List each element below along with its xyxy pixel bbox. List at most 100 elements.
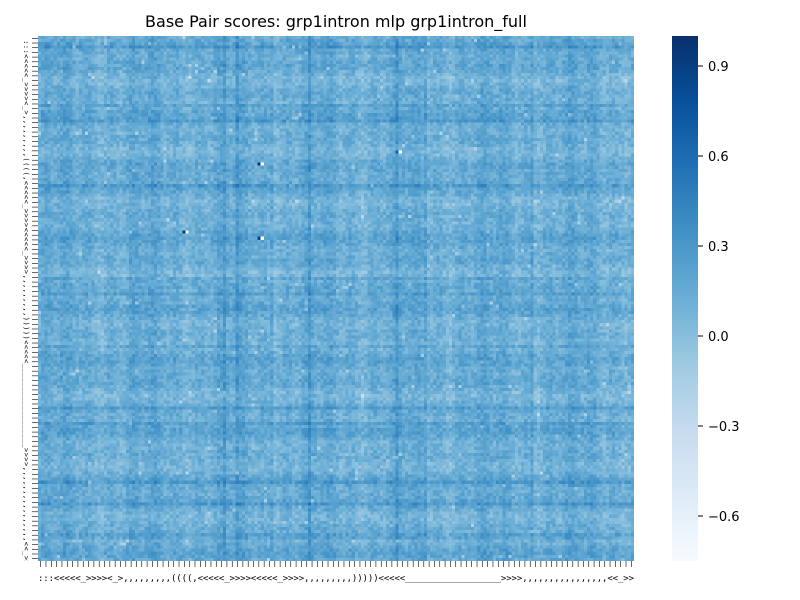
x-tick-label: , [304, 574, 309, 584]
y-tick-label: > [22, 214, 30, 218]
x-tick-label: , [155, 574, 160, 584]
y-tick-label: < [22, 546, 30, 550]
y-tick-label: , [22, 514, 30, 518]
y-tick-label: , [22, 532, 30, 536]
x-tick-label: , [134, 574, 139, 584]
x-tick-label: , [597, 574, 602, 584]
y-tick-label: _ [22, 439, 30, 444]
colorbar-tick-label: 0.3 [708, 240, 729, 255]
x-tick-label: > [623, 574, 629, 584]
y-tick-label: , [22, 275, 30, 279]
x-tick-label: _ [490, 574, 496, 584]
x-tick-label: , [559, 574, 564, 584]
x-tick-label: > [86, 574, 92, 584]
colorbar-tick-label: −0.3 [708, 420, 740, 435]
y-tick-label: ( [22, 157, 30, 161]
x-tick-label: , [538, 574, 543, 584]
y-tick-label: ( [22, 167, 30, 171]
x-tick-label: < [219, 574, 225, 584]
y-tick-label: > [22, 261, 30, 265]
x-tick-label: > [240, 574, 246, 584]
x-tick-label: _ [453, 574, 459, 584]
colorbar-tick-label: 0.9 [708, 60, 729, 75]
x-tick-label: > [517, 574, 523, 584]
x-tick-label: _ [480, 574, 486, 584]
x-tick-label: ( [187, 574, 192, 584]
y-tick-label: > [22, 270, 30, 274]
y-tick-label: , [22, 303, 30, 307]
x-tick-label: _ [618, 574, 624, 584]
y-tick-label: < [22, 190, 30, 194]
y-tick-label: , [22, 153, 30, 157]
x-tick-label: , [192, 574, 197, 584]
x-tick-label: ) [352, 574, 357, 584]
x-tick-label: , [543, 574, 548, 584]
y-tick-label: > [22, 87, 30, 91]
x-tick-label: _ [496, 574, 502, 584]
y-tick-label: > [22, 82, 30, 86]
y-tick-label: ( [22, 162, 30, 166]
x-tick-label: _ [485, 574, 491, 584]
y-tick-label: > [22, 448, 30, 452]
y-tick-label: _ [22, 382, 30, 387]
colorbar: −0.6 −0.3 0.0 0.3 0.6 0.9 [672, 36, 740, 561]
x-tick-label: , [549, 574, 554, 584]
y-tick-label: , [22, 490, 30, 494]
y-tick-label: > [22, 92, 30, 96]
x-tick-label: > [629, 574, 634, 584]
x-tick-label: : [38, 574, 43, 584]
x-tick-label: , [128, 574, 133, 584]
y-tick-label: < [22, 64, 30, 68]
x-tick-label: , [320, 574, 325, 584]
x-tick-label: > [501, 574, 507, 584]
y-tick-label: > [22, 453, 30, 457]
x-tick-label: _ [224, 574, 230, 584]
y-tick-label: : [22, 45, 30, 49]
x-tick-label: , [150, 574, 155, 584]
y-tick-label: > [22, 209, 30, 213]
x-tick-label: _ [474, 574, 480, 584]
x-tick-label: , [533, 574, 538, 584]
x-tick-label: ( [171, 574, 176, 584]
x-tick-label: _ [448, 574, 454, 584]
y-tick-label: > [22, 96, 30, 100]
x-tick-label: < [613, 574, 619, 584]
y-tick-label: < [22, 59, 30, 63]
y-tick-label: > [22, 556, 30, 560]
x-tick-label: , [144, 574, 149, 584]
y-tick-label: , [22, 279, 30, 283]
x-tick-label: _ [416, 574, 422, 584]
y-tick-label: , [22, 129, 30, 133]
y-tick-label: > [22, 256, 30, 260]
y-tick-label: , [22, 125, 30, 129]
y-tick-label: _ [22, 378, 30, 383]
y-tick-label: _ [22, 251, 30, 256]
x-tick-label: < [214, 574, 220, 584]
y-tick-label: < [22, 340, 30, 344]
x-tick-label: , [341, 574, 346, 584]
chart-title: Base Pair scores: grp1intron mlp grp1int… [145, 12, 527, 31]
y-tick-label: ) [22, 331, 30, 335]
y-tick-label: _ [22, 411, 30, 416]
y-tick-label: > [22, 218, 30, 222]
x-tick-label: _ [442, 574, 448, 584]
x-tick-label: _ [405, 574, 411, 584]
y-tick-label: _ [22, 434, 30, 439]
x-tick-label: _ [458, 574, 464, 584]
x-tick-label: > [299, 574, 305, 584]
x-tick-label: _ [426, 574, 432, 584]
x-tick-label: < [203, 574, 209, 584]
y-tick-label: < [22, 195, 30, 199]
y-tick-label: , [22, 504, 30, 508]
x-tick-label: > [96, 574, 102, 584]
y-tick-label: , [22, 148, 30, 152]
y-tick-label: , [22, 298, 30, 302]
y-tick-label: ) [22, 336, 30, 340]
x-axis-structure-labels: ::: < < < < < _ > > > > < _ >,,,,,,,,,((((, < < < < < _ > > > >… [38, 561, 634, 584]
x-tick-label: > [283, 574, 289, 584]
y-tick-label: _ [22, 106, 30, 111]
x-tick-label: , [591, 574, 596, 584]
y-tick-label: , [22, 523, 30, 527]
colorbar-gradient [672, 36, 698, 561]
y-tick-label: : [22, 50, 30, 54]
